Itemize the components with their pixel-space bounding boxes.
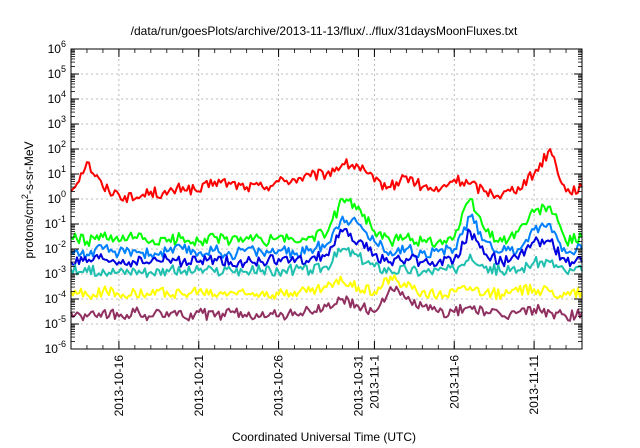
chart-title: /data/run/goesPlots/archive/2013-11-13/f… — [131, 24, 518, 38]
y-tick-label: 10-3 — [45, 264, 66, 281]
series-line-1 — [70, 148, 583, 204]
y-tick-label: 10-4 — [45, 289, 66, 306]
y-tick-label: 10-1 — [45, 214, 66, 231]
series-line-5 — [70, 246, 583, 279]
y-tick-label: 100 — [48, 189, 66, 206]
series-line-4 — [70, 228, 583, 269]
x-tick-label: 2013-11-11 — [527, 355, 541, 415]
x-tick-label: 2013-11-1 — [367, 355, 381, 409]
y-tick-label: 106 — [48, 39, 66, 56]
series-line-7 — [70, 285, 583, 322]
y-axis-label: protons/cm2-s-sr-MeV — [20, 141, 36, 258]
y-tick-label: 10-2 — [45, 239, 66, 256]
x-axis-label: Coordinated Universal Time (UTC) — [232, 430, 416, 444]
y-tick-label: 103 — [48, 114, 66, 131]
y-tick-label: 101 — [48, 164, 66, 181]
x-tick-label: 2013-10-26 — [272, 355, 286, 417]
y-tick-labels: 10-6 10-5 10-4 10-3 10-2 10-1 100 101 102 103 104 1… — [45, 39, 66, 356]
x-tick-label: 2013-10-21 — [192, 355, 206, 417]
x-tick-label: 2013-10-31 — [351, 355, 365, 417]
x-tick-label: 2013-11-6 — [447, 355, 461, 409]
y-tick-label: 104 — [48, 89, 66, 106]
y-tick-label: 10-5 — [45, 314, 66, 331]
series-line-3 — [70, 213, 583, 261]
ticks — [70, 48, 583, 350]
series-line-2 — [70, 197, 583, 248]
series-group — [70, 148, 583, 322]
x-tick-label: 2013-10-16 — [112, 355, 126, 417]
y-tick-label: 105 — [48, 64, 66, 81]
y-tick-label: 10-6 — [45, 339, 66, 356]
x-tick-labels: 2013-10-16 2013-10-21 2013-10-26 2013-10-31… — [112, 355, 541, 417]
series-line-6 — [70, 274, 583, 301]
y-tick-label: 102 — [48, 139, 66, 156]
